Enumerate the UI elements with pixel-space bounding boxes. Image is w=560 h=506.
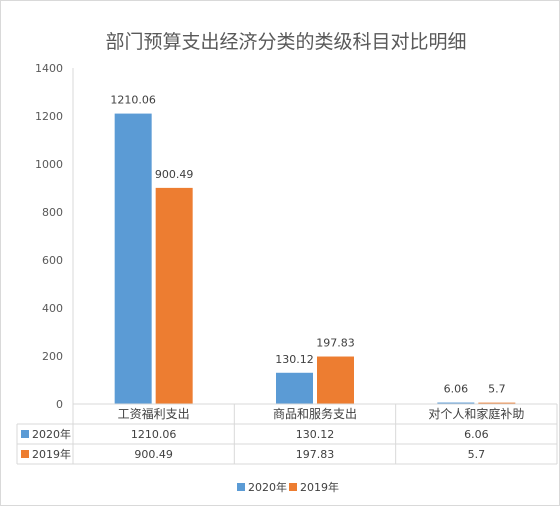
bar: [114, 113, 152, 404]
table-cell: 130.12: [296, 428, 335, 441]
series-swatch: [21, 450, 29, 458]
data-table: 工资福利支出 商品和服务支出 对个人和家庭补助 2020年 1210.06 130.12 6…: [16, 403, 558, 465]
y-axis: 0 200 400 600 800 1000 1200 1400: [35, 62, 74, 411]
x-tick-label: 对个人和家庭补助: [428, 406, 524, 421]
table-series-name: 2019年: [32, 447, 71, 461]
bar: [437, 402, 475, 404]
table-cell: 197.83: [296, 448, 335, 461]
table-cell: 1210.06: [131, 428, 177, 441]
y-tick-label: 1200: [35, 110, 63, 123]
table-cell: 900.49: [134, 448, 173, 461]
data-label: 1210.06: [110, 94, 156, 107]
bar: [317, 356, 354, 404]
bar: [478, 402, 516, 404]
legend-label: 2019年: [300, 480, 339, 494]
legend-label: 2020年: [248, 480, 287, 494]
y-tick-label: 600: [42, 254, 63, 267]
bar: [155, 187, 193, 404]
data-label: 130.12: [275, 353, 314, 366]
data-label: 6.06: [444, 383, 469, 396]
data-label: 900.49: [155, 168, 194, 181]
table-series-name: 2020年: [32, 427, 71, 441]
bars: [114, 113, 516, 404]
y-tick-label: 200: [42, 350, 63, 363]
y-tick-label: 800: [42, 206, 63, 219]
legend-swatch: [237, 483, 245, 491]
y-tick-label: 1000: [35, 158, 63, 171]
y-tick-label: 1400: [35, 62, 63, 75]
table-cell: 6.06: [464, 428, 489, 441]
y-tick-label: 400: [42, 302, 63, 315]
series-swatch: [21, 430, 29, 438]
y-tick-label: 0: [56, 398, 63, 411]
data-label: 197.83: [316, 337, 355, 350]
legend-swatch: [289, 483, 297, 491]
bar: [276, 372, 313, 404]
chart-title: 部门预算支出经济分类的类级科目对比明细: [105, 31, 466, 53]
table-cell: 5.7: [468, 448, 486, 461]
legend: 2020年 2019年: [237, 480, 339, 494]
x-tick-label: 工资福利支出: [118, 406, 190, 421]
x-tick-label: 商品和服务支出: [273, 406, 357, 421]
data-label: 5.7: [488, 383, 506, 396]
